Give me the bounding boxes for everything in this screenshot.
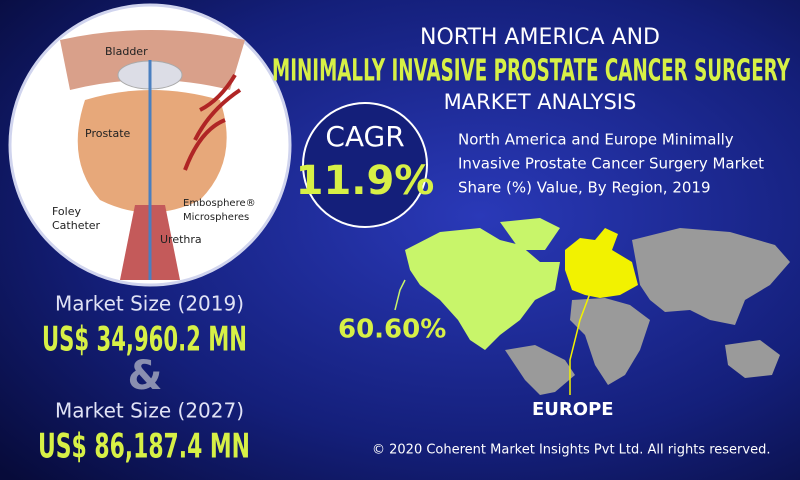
south-america: [505, 345, 575, 395]
market-label: Market Size (2027): [55, 399, 244, 423]
callout-line: [569, 279, 596, 395]
greenland: [500, 218, 560, 250]
north-america: [405, 228, 560, 350]
separator: &: [128, 353, 163, 399]
label-prostate: Prostate: [85, 127, 131, 140]
header-title: MINIMALLY INVASIVE PROSTATE CANCER SURGE…: [272, 54, 791, 89]
market-label: Market Size (2019): [55, 292, 244, 316]
europe: [565, 228, 638, 298]
cagr-value: 11.9%: [296, 158, 435, 204]
cagr-circle: [302, 102, 428, 228]
north-america-share: 60.60%: [338, 315, 446, 345]
bladder-wall: [60, 30, 245, 90]
cagr-label: CAGR: [325, 120, 404, 153]
description-line: North America and Europe Minimally: [458, 131, 734, 149]
europe-label: EUROPE: [532, 399, 614, 420]
australia: [725, 340, 780, 378]
market-value: US$ 34,960.2 MN: [42, 320, 247, 360]
label-foley: Foley: [52, 205, 81, 218]
asia: [632, 228, 790, 325]
label-embosphere: Embosphere®: [183, 198, 256, 209]
arteries: [183, 73, 242, 171]
footer: © 2020 Coherent Market Insights Pvt Ltd.…: [372, 443, 770, 458]
africa: [570, 298, 650, 385]
header-line3: MARKET ANALYSIS: [444, 90, 637, 114]
world-map: [394, 218, 790, 395]
label-urethra: Urethra: [160, 233, 202, 246]
market-value: US$ 86,187.4 MN: [38, 427, 250, 467]
label-microspheres: Microspheres: [183, 212, 249, 223]
label-bladder: Bladder: [105, 45, 148, 58]
illustration: Bladder Prostate Embosphere® Microsphere…: [8, 3, 292, 287]
label-catheter: Catheter: [52, 219, 101, 232]
description-line: Invasive Prostate Cancer Surgery Market: [458, 155, 764, 173]
callout-line: [394, 279, 406, 311]
description-line: Share (%) Value, By Region, 2019: [458, 179, 711, 197]
header-line1: NORTH AMERICA AND: [420, 25, 660, 50]
prostate-shape: [77, 90, 227, 213]
